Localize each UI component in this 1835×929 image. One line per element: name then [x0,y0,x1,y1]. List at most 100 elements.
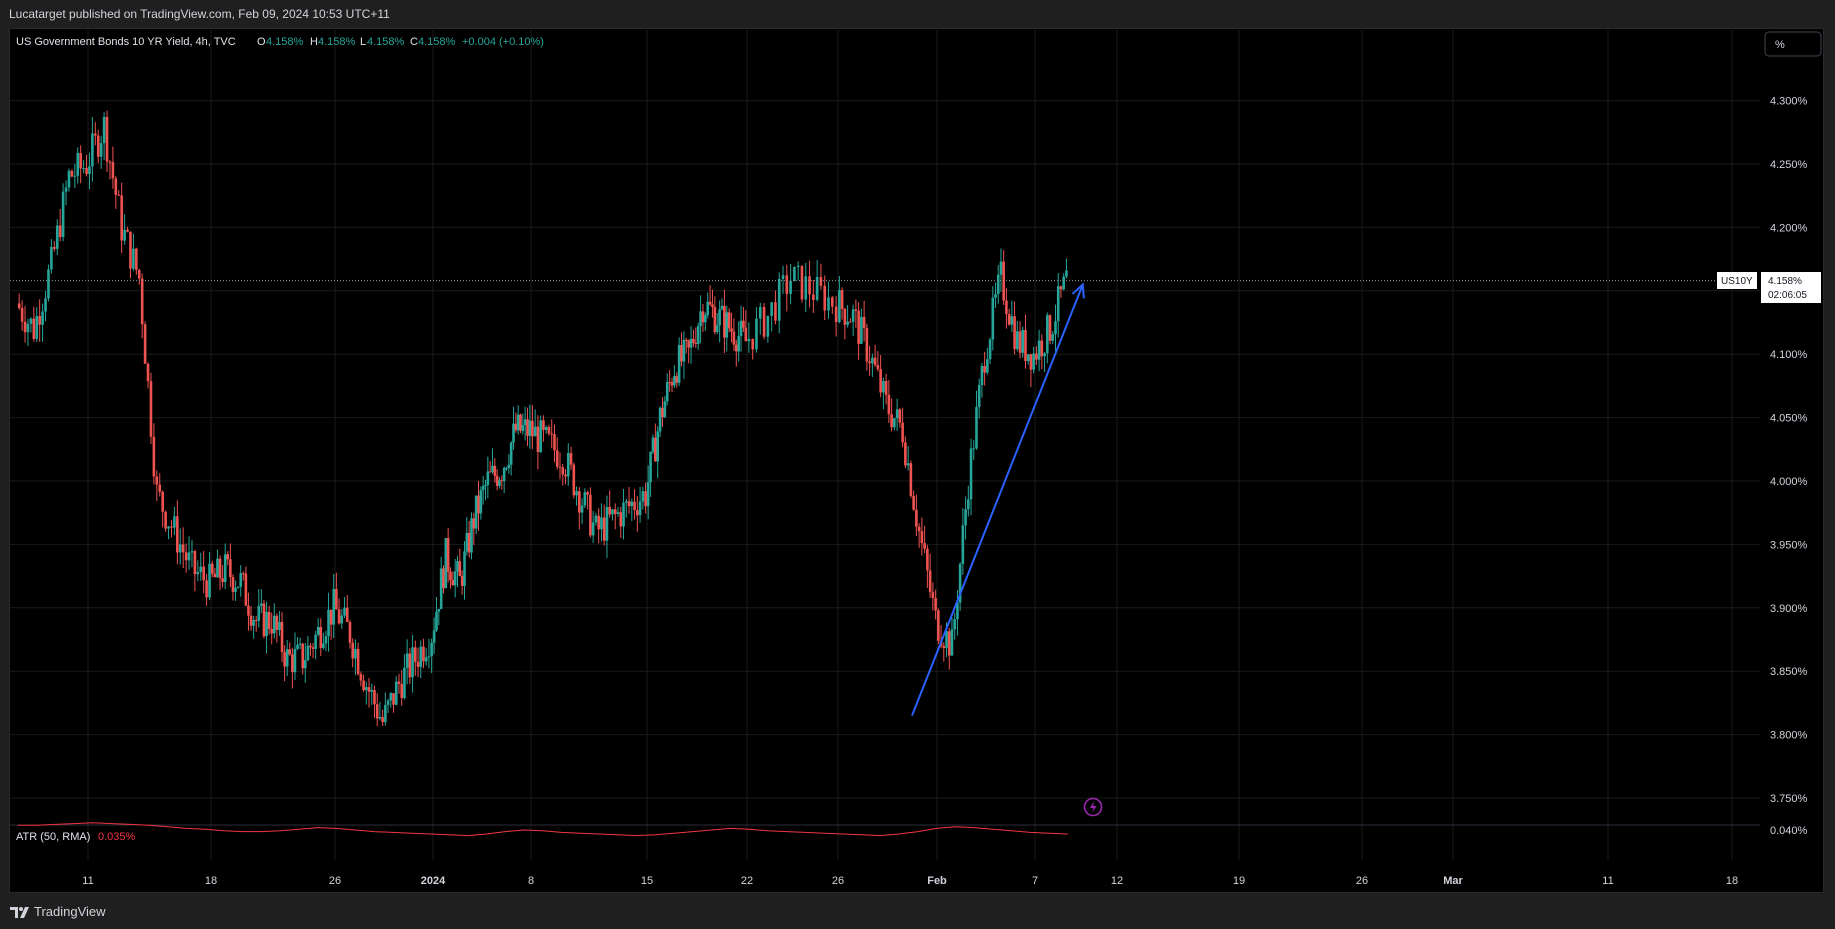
tradingview-brand[interactable]: TradingView [10,904,106,919]
candle [706,301,710,316]
candle [774,302,777,321]
candle [777,278,781,321]
candle [479,490,483,514]
candle [208,563,211,598]
candle [375,704,379,719]
candle [646,482,650,507]
candle [23,321,27,333]
candle [1059,286,1063,290]
candle [1026,354,1030,362]
time-tick-label: 11 [82,875,93,887]
candle [862,316,866,329]
candle [661,407,664,418]
high-label: H [310,36,318,48]
candle [991,297,995,340]
candle [424,657,428,662]
candle [831,297,834,307]
candle [972,448,976,450]
candle [427,656,431,658]
candle [627,501,631,507]
candle [158,484,162,492]
candle [747,338,751,342]
candle [622,502,625,527]
candle [105,116,109,162]
time-tick-label: 7 [1032,875,1038,887]
candle [649,451,652,483]
candle [687,340,690,348]
candle [306,645,310,661]
high-value: 4.158% [318,36,356,48]
time-axis[interactable]: 11 18 26 2024 8 15 22 26 Feb 7 12 19 26 Mar 11 18 [82,875,1738,887]
candle [665,382,669,402]
candle [597,515,600,530]
candle [986,359,989,373]
candle [931,592,935,599]
arrow-line[interactable] [911,284,1084,716]
candle [969,448,973,500]
candle [569,453,573,465]
trend-arrow[interactable] [911,282,1085,716]
price-tick-label: 4.200% [1770,222,1808,234]
candle [819,276,823,286]
candle [405,653,409,668]
atr-label[interactable]: ATR (50, RMA) [16,831,90,843]
candle [812,294,815,300]
candle [332,588,336,625]
candle [280,621,284,653]
candle [638,501,642,516]
time-tick-label: 11 [1602,875,1613,887]
candle [699,311,702,327]
price-tick-label: 3.900% [1770,603,1808,615]
candle [696,326,700,345]
time-tick-label: 2024 [421,875,446,887]
candle [996,274,1000,295]
candle [616,512,620,514]
candle [1056,286,1060,322]
candle [694,342,698,345]
candle [668,382,671,384]
candle [474,495,478,529]
candle [898,409,902,423]
percent-scale-button[interactable] [1764,31,1822,57]
candle [17,303,21,309]
time-tick-label: 22 [741,875,753,887]
candle [512,423,515,443]
price-tick-label: 3.750% [1770,793,1808,805]
time-tick-label: 8 [528,875,534,887]
candle [523,419,527,426]
candle [359,674,363,681]
symbol-title[interactable]: US Government Bonds 10 YR Yield, 4h, TVC [16,36,236,48]
lightning-icon[interactable] [1083,797,1103,817]
candle [218,558,222,579]
candle [926,548,929,571]
candle [26,323,30,333]
candle [202,566,205,581]
candle [758,306,762,319]
candle [373,690,376,705]
candle [465,532,469,552]
atr-axis-label: 0.040% [1770,825,1808,837]
candle [950,629,954,656]
candle [605,506,609,541]
candle [265,611,268,637]
candle [851,309,855,322]
symbol-tag-label: US10Y [1721,276,1753,287]
price-axis[interactable]: 4.300%4.250%4.200%4.150%4.100%4.050%4.00… [1770,96,1808,805]
candle [789,280,792,294]
candle [437,609,441,612]
candle [354,648,357,659]
open-label: O [257,36,266,48]
candle [432,630,436,643]
candle [126,229,129,232]
candle [170,526,173,528]
candle [953,619,956,630]
candle [1029,354,1033,370]
candle [155,476,159,485]
candle [521,425,525,431]
candle [463,551,466,586]
candle [96,135,100,157]
candle [890,414,893,428]
candle [1043,353,1046,357]
candle [630,501,634,507]
